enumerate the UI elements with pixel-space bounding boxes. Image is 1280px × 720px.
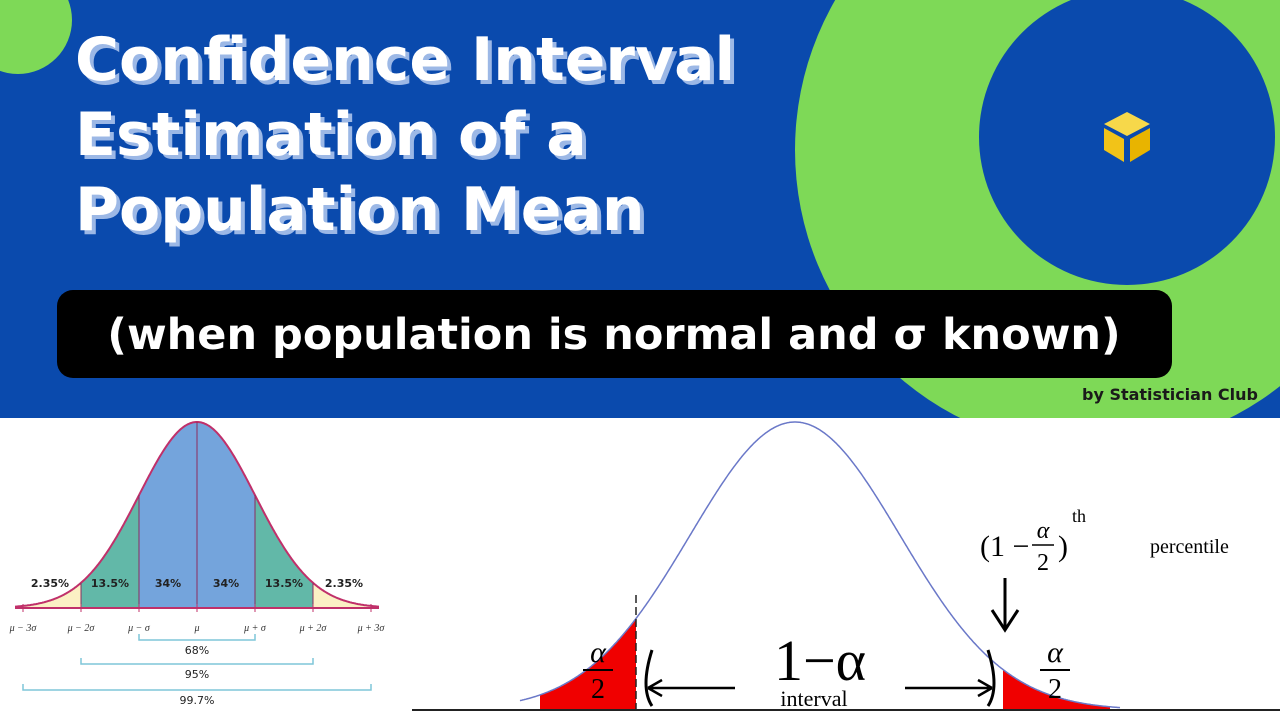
title-shadow: Estimation of a — [79, 104, 591, 174]
region-label: 34% — [155, 577, 181, 590]
deco-circle — [0, 0, 72, 74]
range-bracket — [80, 658, 314, 665]
axis-label: μ + 3σ — [357, 623, 386, 634]
fraction-top: α — [590, 636, 607, 669]
range-label: 68% — [185, 644, 209, 657]
region-label: 2.35% — [31, 577, 69, 590]
interval-arrow — [647, 678, 993, 698]
percentile-sup: th — [1072, 506, 1086, 526]
logo-cube — [1104, 112, 1150, 162]
subtitle-box — [57, 290, 1172, 378]
axis-label: μ − 2σ — [67, 623, 96, 634]
percentile-close: ) — [1058, 530, 1068, 563]
byline: by Statistician Club — [1082, 385, 1258, 404]
percentile-word: percentile — [1150, 536, 1229, 558]
range-bracket — [22, 684, 372, 691]
down-arrow — [990, 578, 1020, 633]
percentile-two: 2 — [1037, 550, 1049, 576]
curve-region — [313, 582, 379, 608]
axis-label: μ − 3σ — [9, 623, 38, 634]
tail-area — [540, 618, 636, 710]
axis-label: μ + 2σ — [299, 623, 328, 634]
region-label: 13.5% — [91, 577, 129, 590]
axis-label: μ — [193, 623, 199, 634]
region-label: 13.5% — [265, 577, 303, 590]
title-shadow: Confidence Interval — [79, 29, 739, 99]
title-line: Population Mean — [75, 175, 645, 245]
tail-area — [1003, 669, 1110, 710]
region-label: 2.35% — [325, 577, 363, 590]
percentile-alpha: α — [1037, 518, 1050, 544]
subtitle: (when population is normal and σ known) — [107, 310, 1120, 360]
left-figure: 2.35% 13.5% 34% 34% 13.5% 2.35% μ − 3σ μ − 2σ μ … — [9, 421, 386, 707]
fraction-bottom: 2 — [591, 674, 605, 705]
range-bracket — [138, 634, 256, 641]
title-line: Estimation of a — [75, 100, 587, 170]
region-label: 34% — [213, 577, 239, 590]
normal-curve — [519, 421, 1121, 709]
axis-label: μ + σ — [243, 623, 267, 634]
center-label: 1−α — [774, 628, 866, 693]
range-label: 99.7% — [180, 694, 215, 707]
percentile-open: (1 − — [980, 530, 1029, 563]
fraction-bottom: 2 — [1048, 674, 1062, 705]
title-line: Confidence Interval — [75, 25, 735, 95]
interval-label: interval — [780, 686, 847, 711]
fraction-top: α — [1047, 636, 1064, 669]
interval-brace — [644, 649, 996, 707]
title-shadow: Population Mean — [79, 179, 649, 249]
axis-label: μ − σ — [127, 623, 151, 634]
deco-circle — [979, 0, 1275, 285]
range-label: 95% — [185, 668, 209, 681]
curve-region — [15, 582, 81, 608]
